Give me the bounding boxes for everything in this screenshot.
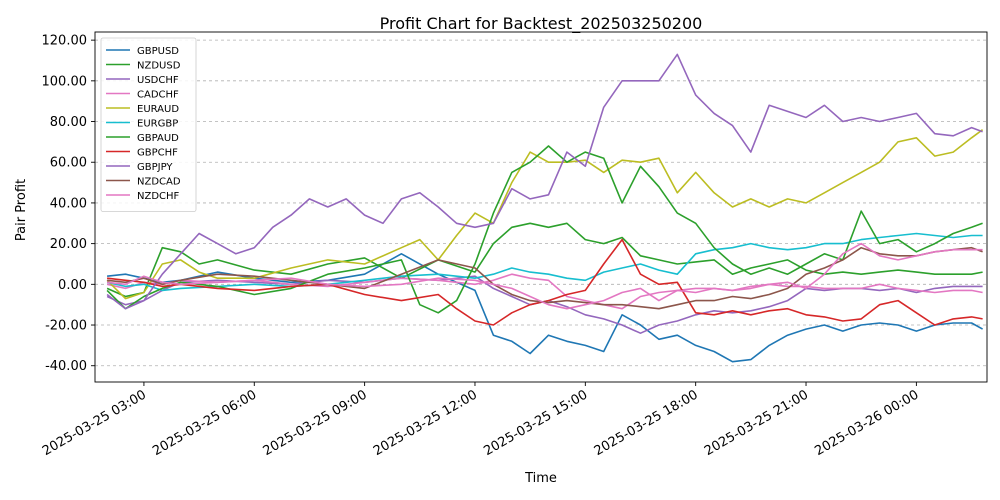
y-tick-label: 0.00 bbox=[58, 278, 87, 293]
legend-box bbox=[100, 37, 197, 212]
y-tick-label: -40.00 bbox=[45, 359, 87, 374]
y-tick-label: 20.00 bbox=[50, 237, 87, 252]
series-line-gbpjpy bbox=[106, 53, 983, 310]
legend-label: NZDUSD bbox=[137, 61, 181, 72]
series-line-eurgbp bbox=[106, 232, 983, 292]
y-tick-label: 80.00 bbox=[50, 115, 87, 130]
legend-label: NZDCAD bbox=[137, 177, 181, 188]
legend-label: CADCHF bbox=[137, 90, 179, 101]
y-tick-label: 120.00 bbox=[42, 34, 88, 49]
x-axis-label: Time bbox=[524, 471, 557, 486]
legend-label: USDCHF bbox=[137, 75, 179, 86]
y-axis-label: Pair Profit bbox=[14, 179, 29, 241]
y-axis: -40.00 -20.00 0.00 20.00 40.00 60.00 80.00 100.… bbox=[42, 34, 95, 374]
legend-label: EURGBP bbox=[137, 119, 178, 130]
plot-frame bbox=[94, 31, 988, 383]
chart-title: Profit Chart for Backtest_202503250200 bbox=[380, 14, 703, 34]
legend-label: GBPCHF bbox=[137, 148, 178, 159]
y-tick-label: -20.00 bbox=[45, 319, 87, 334]
series-line-gbpusd bbox=[107, 253, 983, 363]
series-line-nzdusd bbox=[106, 222, 983, 298]
series-line-cadchf bbox=[106, 273, 983, 310]
legend-label: GBPJPY bbox=[137, 162, 173, 173]
series-layer bbox=[106, 53, 984, 363]
series-line-gbpaud bbox=[106, 145, 983, 314]
series-line-gbpchf bbox=[107, 238, 983, 326]
legend-label: NZDCHF bbox=[137, 191, 180, 202]
y-tick-label: 60.00 bbox=[50, 156, 87, 171]
legend-label: GBPUSD bbox=[137, 46, 179, 57]
legend: GBPUSD NZDUSD USDCHF CADCHF EURAUD EURGBP GBPA… bbox=[100, 37, 197, 212]
y-tick-label: 40.00 bbox=[50, 196, 87, 211]
legend-label: EURAUD bbox=[137, 104, 179, 115]
legend-label: GBPAUD bbox=[137, 133, 179, 144]
grid bbox=[95, 39, 987, 367]
series-line-nzdchf bbox=[107, 242, 983, 310]
y-tick-label: 100.00 bbox=[42, 74, 88, 89]
